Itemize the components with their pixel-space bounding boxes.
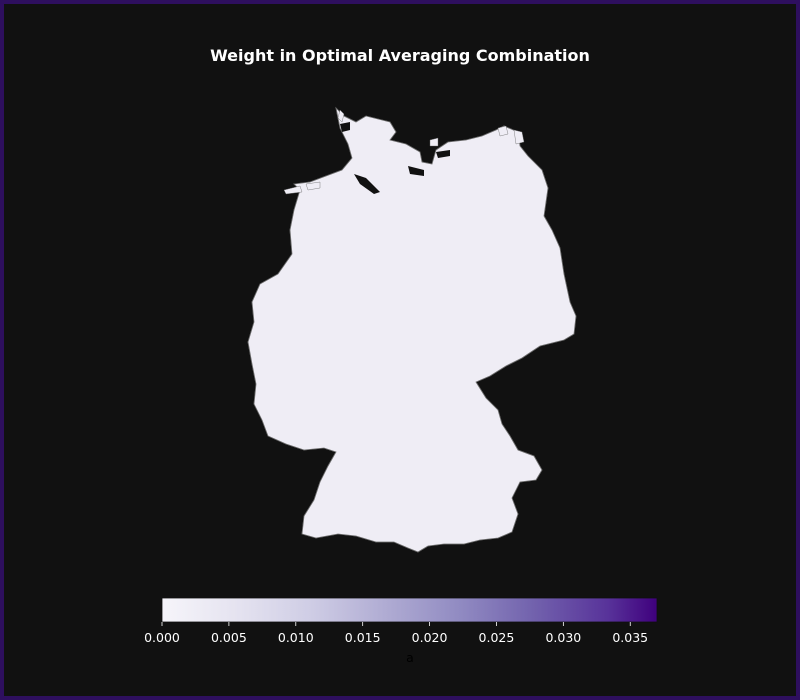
colorbar-gradient <box>161 597 658 623</box>
colorbar-label: a <box>406 650 414 665</box>
islands <box>283 109 525 195</box>
colorbar-tick-label: 0.010 <box>278 630 314 645</box>
coastline-water <box>340 122 450 194</box>
choropleth-map <box>247 106 577 553</box>
colorbar-ticks: 0.000 0.005 0.010 0.015 0.020 0.025 0.030 0.035 <box>144 622 648 645</box>
colorbar-tick-label: 0.000 <box>144 630 180 645</box>
colorbar-tick-label: 0.005 <box>211 630 247 645</box>
map-title: Weight in Optimal Averaging Combination <box>210 46 590 65</box>
colorbar-tick-label: 0.035 <box>612 630 648 645</box>
colorbar-tick-label: 0.030 <box>545 630 581 645</box>
colorbar-tick-label: 0.020 <box>412 630 448 645</box>
colorbar-tick-label: 0.015 <box>345 630 381 645</box>
colorbar-tick-label: 0.025 <box>479 630 515 645</box>
colorbar: 0.000 0.005 0.010 0.015 0.020 0.025 0.030 0.035… <box>144 597 658 665</box>
